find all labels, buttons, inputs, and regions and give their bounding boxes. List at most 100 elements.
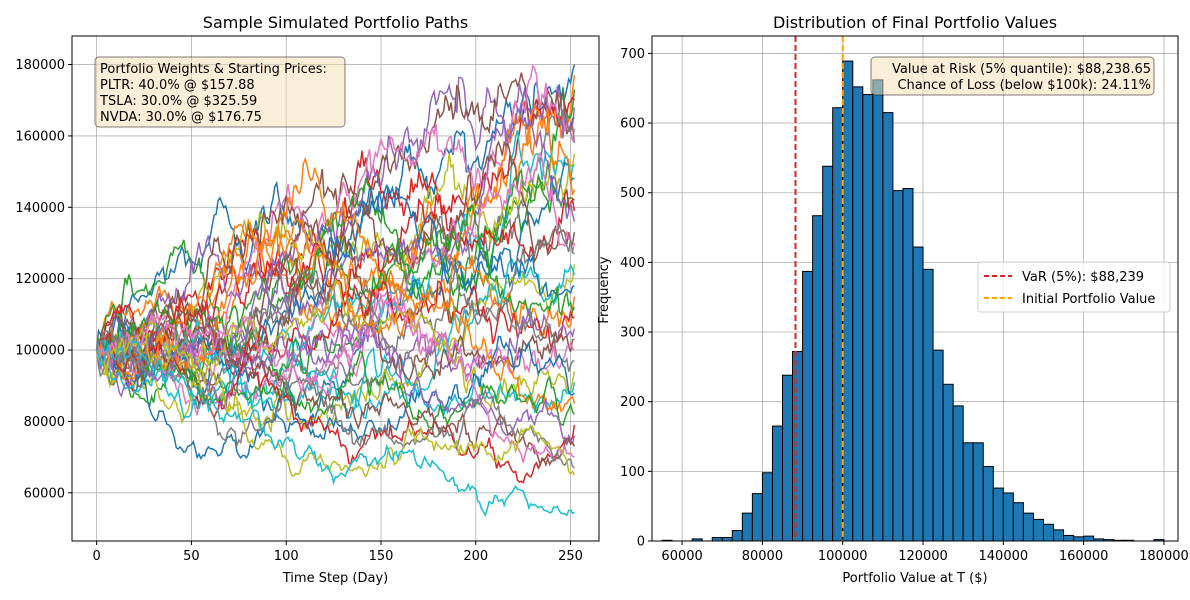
histogram-bar <box>942 383 954 542</box>
path-series-line <box>95 338 575 518</box>
histogram-bar <box>711 537 723 542</box>
histogram-chart: 60000 80000 100000 120000 140000 160000 180000… <box>597 13 1189 586</box>
histogram-bar <box>872 79 884 542</box>
paths-annotation-box <box>94 56 346 128</box>
histogram-y-tick-label: 500 <box>620 186 645 201</box>
histogram-ticks: 60000 80000 100000 120000 140000 160000 180000… <box>620 47 1189 564</box>
paths-series <box>95 63 576 518</box>
histogram-bar <box>1012 502 1024 542</box>
histogram-x-tick-label: 60000 <box>661 549 702 564</box>
paths-annotation-line: NVDA: 30.0% @ $176.75 <box>100 110 262 125</box>
paths-x-axis-label: Time Step (Day) <box>282 571 389 586</box>
histogram-legend: VaR (5%): $88,239 Initial Portfolio Valu… <box>977 261 1171 313</box>
histogram-bar <box>862 94 874 542</box>
histogram-bar <box>802 270 814 542</box>
paths-annotation-line: TSLA: 30.0% @ $325.59 <box>99 94 257 109</box>
histogram-y-tick-label: 100 <box>620 465 645 480</box>
path-series-line <box>95 217 576 413</box>
histogram-bar <box>1083 535 1095 542</box>
histogram-y-tick-label: 200 <box>620 395 645 410</box>
path-series-line <box>95 324 576 447</box>
paths-axes-frame <box>71 35 600 542</box>
legend-box <box>977 261 1171 313</box>
path-series-line <box>95 280 575 377</box>
path-series-line <box>95 330 575 469</box>
path-series-line <box>96 151 576 416</box>
paths-y-tick-label: 160000 <box>15 129 65 144</box>
paths-ticks: 0 50 100 150 200 250 60000 80000 100000 120000 140… <box>15 58 583 564</box>
histogram-bar <box>832 107 844 542</box>
histogram-x-tick-label: 80000 <box>742 549 783 564</box>
histogram-bar <box>932 349 944 542</box>
paths-annotation-line: Portfolio Weights & Starting Prices: <box>100 62 327 77</box>
paths-x-tick-label: 250 <box>558 549 583 564</box>
path-series-line <box>96 264 576 433</box>
histogram-annotation-box <box>870 56 1155 96</box>
histogram-x-tick-label: 160000 <box>1059 549 1109 564</box>
histogram-bar <box>1073 536 1085 542</box>
path-series-line <box>95 330 576 484</box>
path-series-line <box>96 184 575 377</box>
histogram-bar <box>741 512 753 542</box>
histogram-bar <box>1022 512 1034 542</box>
histogram-y-tick-label: 300 <box>620 326 645 341</box>
histogram-bar <box>1032 518 1044 542</box>
histogram-bar <box>852 86 864 542</box>
histogram-bar <box>922 268 934 542</box>
histogram-x-axis-label: Portfolio Value at T ($) <box>842 571 987 586</box>
histogram-bar <box>751 493 763 542</box>
histogram-bar <box>1063 534 1075 542</box>
paths-chart: 0 50 100 150 200 250 60000 80000 100000 120000 140… <box>15 13 600 586</box>
paths-y-tick-label: 140000 <box>15 201 65 216</box>
histogram-reference-lines <box>794 36 844 541</box>
histogram-bar <box>771 425 784 542</box>
path-series-line <box>95 156 576 353</box>
paths-y-tick-label: 180000 <box>15 58 65 73</box>
histogram-bar <box>962 442 974 542</box>
histogram-bar <box>982 465 994 542</box>
path-series-line <box>96 335 575 461</box>
path-series-line <box>95 202 576 380</box>
path-series-line <box>95 321 576 429</box>
histogram-bar <box>892 190 904 542</box>
paths-y-tick-label: 60000 <box>24 486 65 501</box>
histogram-bar <box>972 442 984 542</box>
paths-y-tick-label: 80000 <box>24 415 65 430</box>
histogram-var-annotation: Value at Risk (5% quantile): $88,238.65 … <box>870 56 1155 96</box>
path-series-line <box>95 223 575 394</box>
paths-y-tick-label: 120000 <box>15 272 65 287</box>
histogram-title: Distribution of Final Portfolio Values <box>773 13 1057 32</box>
paths-x-tick-label: 150 <box>369 549 394 564</box>
histogram-bar <box>1002 492 1014 542</box>
histogram-bar <box>912 246 924 542</box>
paths-x-tick-label: 50 <box>183 549 200 564</box>
path-series-line <box>95 326 576 478</box>
histogram-bar <box>822 165 834 542</box>
histogram-x-tick-label: 140000 <box>979 549 1029 564</box>
path-series-line <box>95 289 576 468</box>
paths-y-tick-label: 100000 <box>15 344 65 359</box>
paths-x-tick-label: 0 <box>93 549 101 564</box>
paths-weights-annotation: Portfolio Weights & Starting Prices: PLT… <box>94 56 346 128</box>
histogram-bar <box>952 405 964 542</box>
histogram-bar <box>902 188 914 542</box>
paths-x-tick-label: 100 <box>274 549 299 564</box>
histogram-y-tick-label: 400 <box>620 256 645 271</box>
histogram-x-tick-label: 100000 <box>818 549 868 564</box>
paths-x-tick-label: 200 <box>463 549 488 564</box>
paths-annotation-line: PLTR: 40.0% @ $157.88 <box>100 78 255 93</box>
legend-var-label: VaR (5%): $88,239 <box>1022 270 1144 285</box>
histogram-bar <box>842 60 854 542</box>
paths-title: Sample Simulated Portfolio Paths <box>203 13 468 32</box>
histogram-bar <box>992 487 1004 542</box>
histogram-y-axis-label: Frequency <box>597 256 612 323</box>
legend-initial-value-label: Initial Portfolio Value <box>1022 292 1155 307</box>
histogram-bar <box>782 374 794 542</box>
histogram-y-tick-label: 600 <box>620 117 645 132</box>
histogram-bar <box>731 530 743 542</box>
histogram-bar <box>792 351 804 542</box>
histogram-x-tick-label: 180000 <box>1139 549 1189 564</box>
histogram-axes-frame <box>651 35 1179 542</box>
path-series-line <box>95 300 575 463</box>
